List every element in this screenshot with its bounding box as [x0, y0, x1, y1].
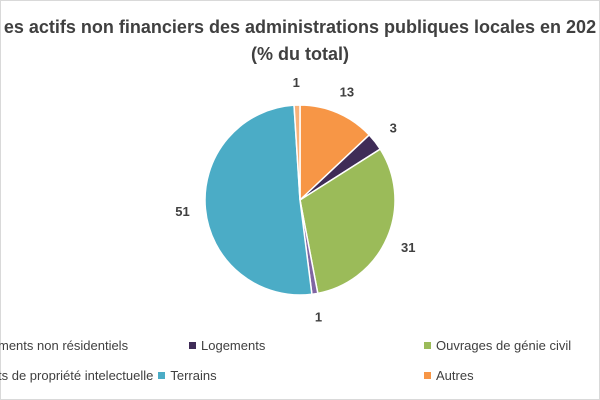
- legend-label: Autres: [436, 368, 474, 383]
- legend-item-propriete: ts de propriété intelectuelle Terrains: [0, 368, 217, 383]
- legend-swatch: [189, 342, 196, 349]
- pie-slice-5: [293, 104, 301, 201]
- pie-slice-0: [299, 104, 371, 202]
- legend-item-ouvrages: Ouvrages de génie civil: [424, 338, 571, 353]
- legend-label-terrains: Terrains: [170, 368, 217, 383]
- data-label-0: 13: [340, 85, 354, 100]
- legend-item-batiments: ments non résidentiels: [0, 338, 128, 353]
- chart-title: es actifs non financiers des administrat…: [0, 14, 600, 68]
- legend-swatch: [424, 372, 431, 379]
- legend-swatch: [158, 372, 166, 379]
- legend-item-autres: Autres: [424, 368, 474, 383]
- pie-slice-2: [299, 148, 396, 295]
- legend-label: Logements: [201, 338, 266, 353]
- legend-label: ts de propriété intelectuelle: [0, 368, 154, 383]
- data-label-1: 3: [390, 121, 397, 136]
- legend-swatch: [424, 342, 431, 349]
- legend-label: Ouvrages de génie civil: [436, 338, 572, 353]
- data-label-5: 1: [293, 75, 300, 90]
- data-label-4: 51: [175, 204, 189, 219]
- chart-title-line2: (% du total): [251, 44, 349, 64]
- data-label-3: 1: [315, 310, 322, 325]
- pie-slice-4: [204, 104, 313, 296]
- legend-item-logements: Logements: [189, 338, 265, 353]
- data-label-2: 31: [401, 240, 415, 255]
- legend-label: ments non résidentiels: [0, 338, 129, 353]
- chart-title-line1: es actifs non financiers des administrat…: [3, 17, 597, 37]
